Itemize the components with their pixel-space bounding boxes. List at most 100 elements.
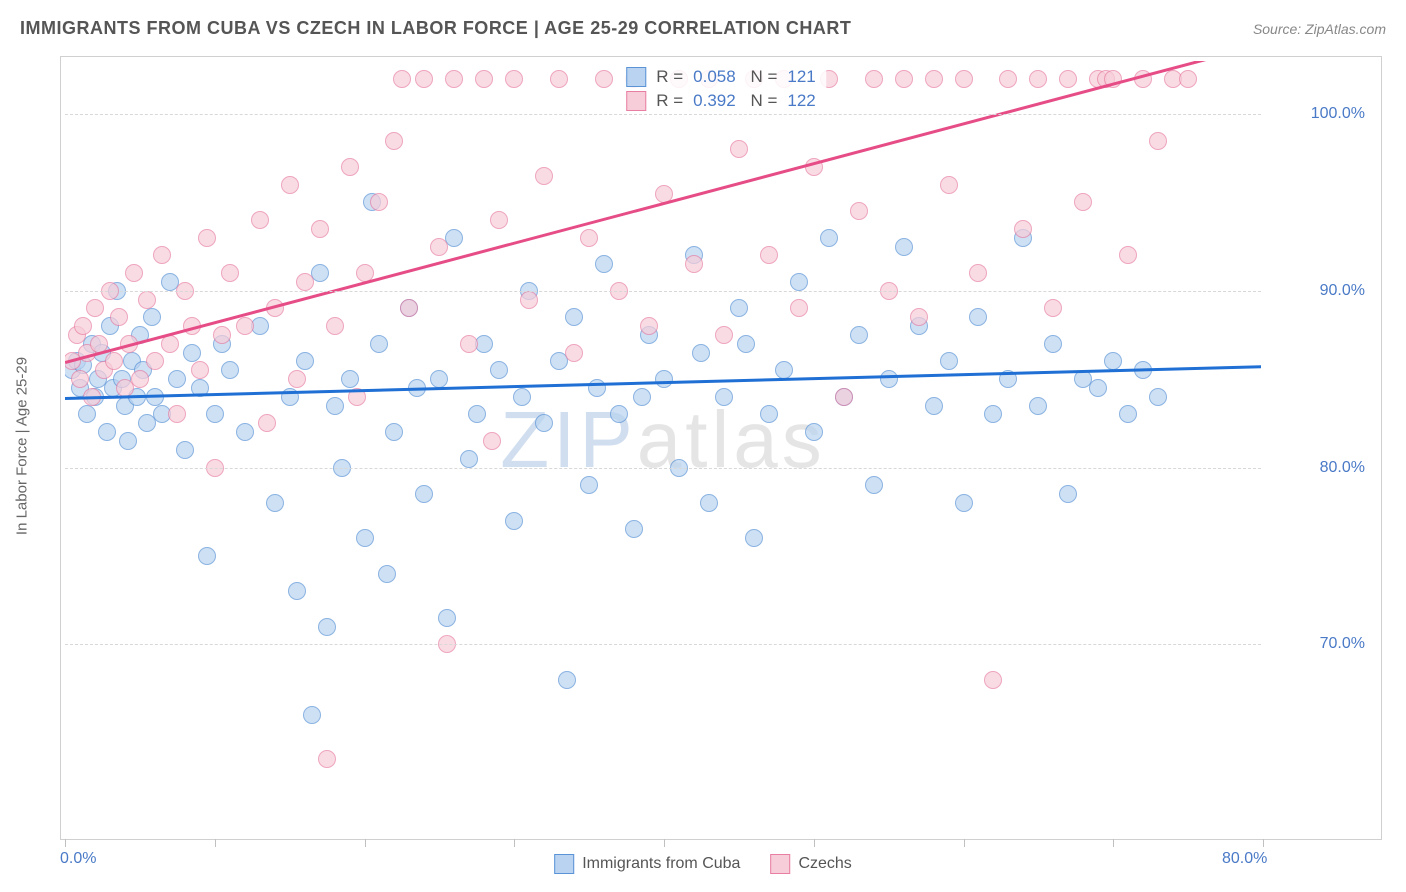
scatter-point: [378, 565, 396, 583]
scatter-point: [341, 158, 359, 176]
scatter-point: [984, 405, 1002, 423]
scatter-point: [1059, 70, 1077, 88]
scatter-point: [969, 308, 987, 326]
scatter-point: [1119, 246, 1137, 264]
scatter-point: [1149, 132, 1167, 150]
scatter-point: [288, 370, 306, 388]
scatter-point: [610, 405, 628, 423]
scatter-point: [105, 352, 123, 370]
plot-region: ZIPatlas: [65, 61, 1261, 819]
legend-swatch-cuba: [554, 854, 574, 874]
scatter-point: [483, 432, 501, 450]
scatter-point: [119, 432, 137, 450]
scatter-point: [895, 238, 913, 256]
x-tick: [365, 839, 366, 847]
scatter-point: [730, 299, 748, 317]
scatter-point: [146, 352, 164, 370]
scatter-point: [236, 423, 254, 441]
gridline: [65, 468, 1261, 469]
scatter-point: [580, 476, 598, 494]
scatter-point: [131, 370, 149, 388]
r-value-czech: 0.392: [693, 91, 736, 111]
legend-label-cuba: Immigrants from Cuba: [582, 855, 740, 873]
scatter-point: [633, 388, 651, 406]
scatter-point: [715, 388, 733, 406]
chart-source: Source: ZipAtlas.com: [1253, 21, 1386, 37]
scatter-point: [430, 370, 448, 388]
scatter-point: [153, 246, 171, 264]
scatter-point: [1044, 335, 1062, 353]
scatter-point: [940, 176, 958, 194]
watermark: ZIPatlas: [500, 394, 825, 486]
scatter-point: [191, 361, 209, 379]
scatter-point: [125, 264, 143, 282]
scatter-point: [505, 512, 523, 530]
scatter-point: [955, 494, 973, 512]
scatter-point: [98, 423, 116, 441]
chart-title: IMMIGRANTS FROM CUBA VS CZECH IN LABOR F…: [20, 18, 851, 39]
scatter-point: [370, 193, 388, 211]
scatter-point: [281, 176, 299, 194]
scatter-point: [78, 405, 96, 423]
scatter-point: [910, 308, 928, 326]
scatter-point: [236, 317, 254, 335]
scatter-point: [74, 317, 92, 335]
x-tick-0: 0.0%: [60, 850, 96, 868]
scatter-point: [490, 211, 508, 229]
scatter-point: [595, 70, 613, 88]
r-value-cuba: 0.058: [693, 67, 736, 87]
n-value-czech: 122: [787, 91, 815, 111]
scatter-point: [1104, 352, 1122, 370]
scatter-point: [198, 547, 216, 565]
x-tick: [514, 839, 515, 847]
scatter-point: [790, 273, 808, 291]
scatter-point: [588, 379, 606, 397]
scatter-point: [984, 671, 1002, 689]
chart-area: ZIPatlas R = 0.058 N = 121 R = 0.392 N =…: [60, 56, 1382, 840]
scatter-point: [393, 70, 411, 88]
scatter-point: [715, 326, 733, 344]
scatter-point: [468, 405, 486, 423]
x-tick-80: 80.0%: [1222, 850, 1267, 868]
swatch-czech: [626, 91, 646, 111]
scatter-point: [430, 238, 448, 256]
scatter-point: [318, 750, 336, 768]
scatter-point: [925, 70, 943, 88]
y-tick-label: 100.0%: [1311, 105, 1365, 123]
stats-row-cuba: R = 0.058 N = 121: [626, 65, 816, 89]
scatter-point: [558, 671, 576, 689]
scatter-point: [1029, 70, 1047, 88]
scatter-point: [176, 441, 194, 459]
scatter-point: [865, 476, 883, 494]
scatter-point: [183, 344, 201, 362]
scatter-point: [168, 370, 186, 388]
scatter-point: [296, 352, 314, 370]
swatch-cuba: [626, 67, 646, 87]
n-value-cuba: 121: [787, 67, 815, 87]
scatter-point: [1179, 70, 1197, 88]
scatter-point: [565, 344, 583, 362]
scatter-point: [1029, 397, 1047, 415]
scatter-point: [415, 70, 433, 88]
scatter-point: [760, 246, 778, 264]
x-tick: [215, 839, 216, 847]
scatter-point: [110, 308, 128, 326]
scatter-point: [565, 308, 583, 326]
scatter-point: [168, 405, 186, 423]
gridline: [65, 114, 1261, 115]
scatter-point: [535, 414, 553, 432]
x-tick: [964, 839, 965, 847]
x-tick: [1113, 839, 1114, 847]
scatter-point: [385, 423, 403, 441]
scatter-point: [311, 220, 329, 238]
scatter-point: [213, 326, 231, 344]
x-tick: [1263, 839, 1264, 847]
scatter-point: [850, 326, 868, 344]
legend-label-czech: Czechs: [798, 855, 851, 873]
legend: Immigrants from Cuba Czechs: [554, 854, 852, 874]
scatter-point: [730, 140, 748, 158]
scatter-point: [258, 414, 276, 432]
scatter-point: [513, 388, 531, 406]
scatter-point: [895, 70, 913, 88]
scatter-point: [318, 618, 336, 636]
